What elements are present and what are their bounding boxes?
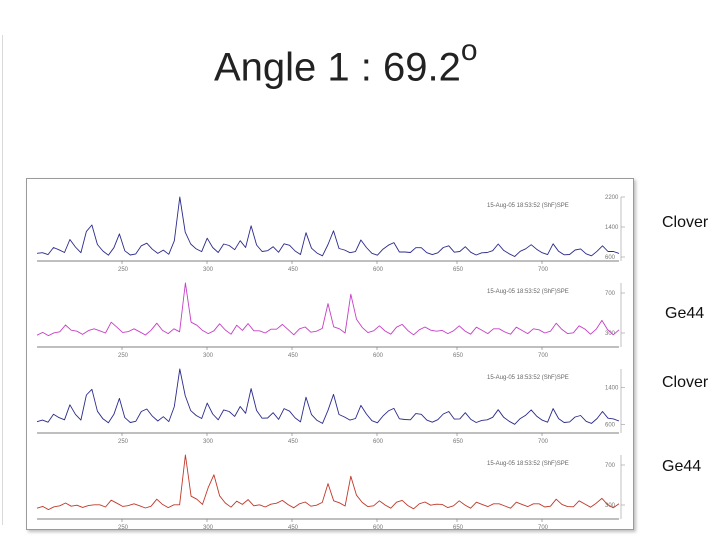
x-tick-label: 450 — [288, 267, 299, 273]
side-label-clover-1: Clover — [662, 214, 709, 231]
degree-superscript: o — [460, 34, 478, 67]
spectrum-header: 15-Aug-05 18:53:52 (ShF)SPE — [487, 289, 569, 295]
x-tick-label: 650 — [453, 439, 464, 445]
y-tick-label: 600 — [605, 422, 616, 428]
y-tick-label: 2200 — [605, 195, 619, 201]
x-tick-label: 600 — [373, 439, 384, 445]
x-tick-label: 300 — [203, 439, 214, 445]
spectrum-trace — [36, 368, 620, 425]
x-tick-label: 700 — [538, 439, 549, 445]
x-tick-label: 700 — [538, 525, 549, 529]
x-tick-label: 450 — [288, 353, 299, 359]
spectrum-panel-4: 15-Aug-05 18:53:52 (ShF)SPE 250 300 450 600 6… — [36, 454, 625, 529]
x-tick-label: 600 — [373, 267, 384, 273]
x-tick-label: 700 — [538, 353, 549, 359]
x-tick-label: 450 — [288, 439, 299, 445]
slide-title: Angle 1 : 69.2o — [214, 34, 478, 90]
y-tick-label: 700 — [605, 291, 616, 297]
spectrum-header: 15-Aug-05 18:53:52 (ShF)SPE — [487, 375, 569, 381]
spectrum-header: 15-Aug-05 18:53:52 (ShF)SPE — [487, 203, 569, 209]
spectrum-panel-2: 15-Aug-05 18:53:52 (ShF)SPE 250 300 450 600 6… — [36, 282, 625, 359]
y-tick-label: 300 — [605, 331, 616, 337]
x-tick-label: 250 — [118, 353, 129, 359]
x-tick-label: 650 — [453, 267, 464, 273]
spectrum-trace — [36, 196, 620, 257]
x-tick-label: 650 — [453, 525, 464, 529]
x-tick-label: 300 — [203, 525, 214, 529]
y-tick-label: 700 — [605, 463, 616, 469]
x-tick-label: 300 — [203, 267, 214, 273]
x-tick-label: 250 — [118, 525, 129, 529]
spectrum-panel-3: 15-Aug-05 18:53:52 (ShF)SPE 250 300 450 600 6… — [36, 368, 625, 445]
spectrum-header: 15-Aug-05 18:53:52 (ShF)SPE — [487, 461, 569, 467]
y-tick-label: 600 — [605, 255, 616, 261]
spectrum-trace — [36, 454, 620, 511]
x-tick-label: 600 — [373, 353, 384, 359]
x-tick-label: 250 — [118, 267, 129, 273]
spectra-figure: 15-Aug-05 18:53:52 (ShF)SPE 250 300 450 600 6… — [26, 178, 634, 530]
side-label-ge44-2: Ge44 — [662, 458, 702, 475]
x-tick-label: 300 — [203, 353, 214, 359]
side-label-clover-2: Clover — [662, 374, 709, 391]
title-text: Angle 1 : 69.2 — [214, 45, 461, 90]
x-tick-label: 700 — [538, 267, 549, 273]
x-tick-label: 650 — [453, 353, 464, 359]
x-tick-label: 250 — [118, 439, 129, 445]
spectrum-panel-1: 15-Aug-05 18:53:52 (ShF)SPE 250 300 450 600 6… — [36, 195, 625, 273]
spectrum-trace — [36, 282, 620, 337]
x-tick-label: 450 — [288, 525, 299, 529]
spectra-plot: 15-Aug-05 18:53:52 (ShF)SPE 250 300 450 600 6… — [36, 195, 625, 529]
slide-left-rule — [2, 35, 3, 525]
y-tick-label: 1400 — [605, 385, 619, 391]
side-label-ge44-1: Ge44 — [665, 305, 705, 322]
y-tick-label: 1400 — [605, 225, 619, 231]
x-tick-label: 600 — [373, 525, 384, 529]
